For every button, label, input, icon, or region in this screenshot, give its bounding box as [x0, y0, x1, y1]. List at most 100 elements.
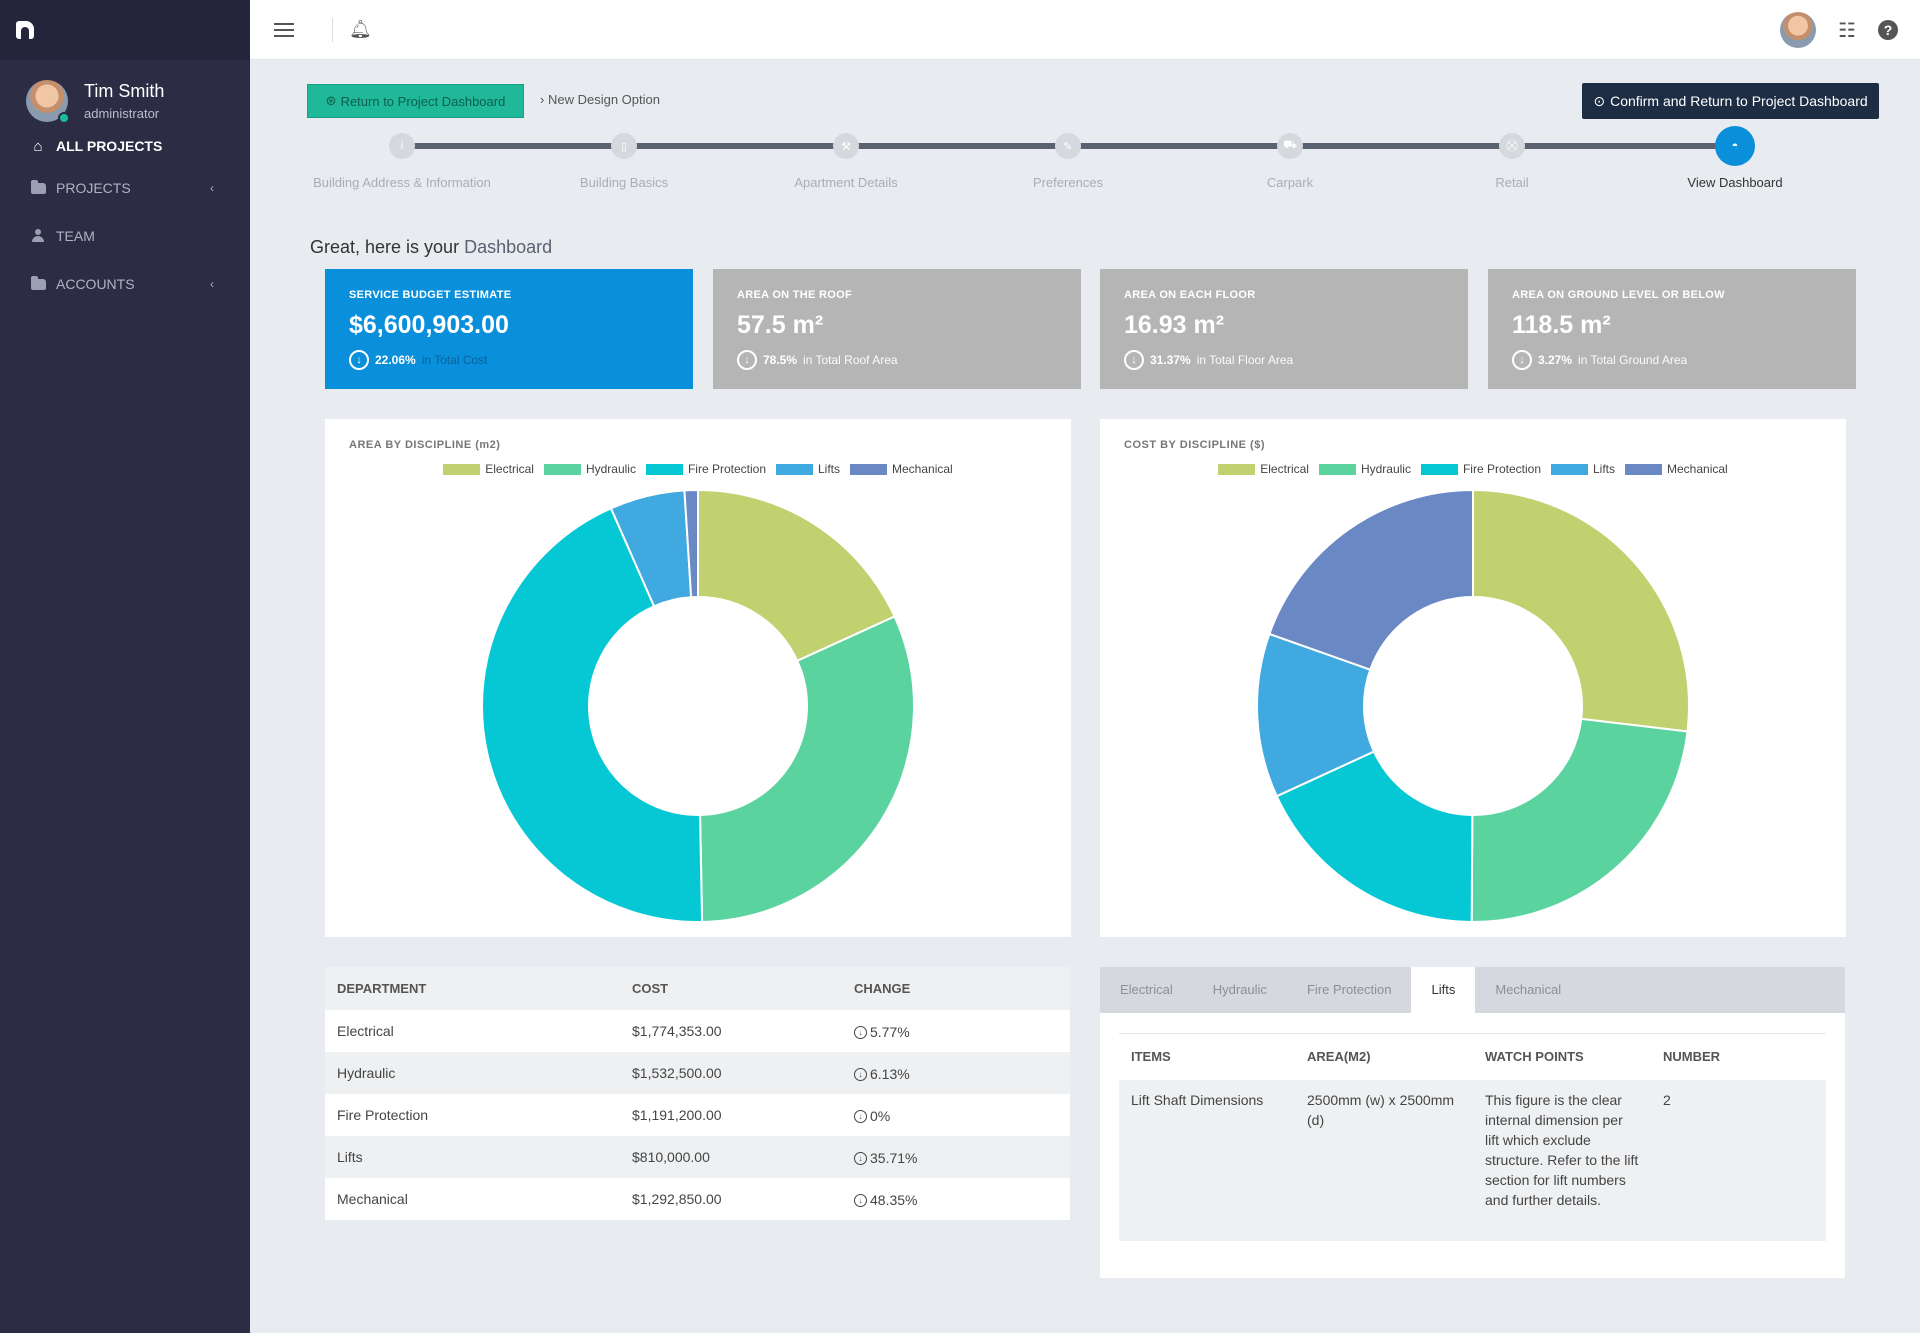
slice-mechanical[interactable]	[1268, 488, 1474, 671]
pencil-icon: ✎	[1055, 133, 1081, 159]
step-retail[interactable]: ⛒ Retail	[1382, 124, 1642, 190]
legend-item-mechanical[interactable]: Mechanical	[1625, 462, 1728, 476]
kpi-percent: 22.06%	[375, 353, 416, 367]
kpi-description: in Total Floor Area	[1196, 353, 1294, 367]
step-building-basics[interactable]: ▯ Building Basics	[494, 124, 754, 190]
kpi-ground-area: AREA ON GROUND LEVEL OR BELOW 118.5 m² ↓…	[1488, 269, 1856, 389]
legend-item-electrical[interactable]: Electrical	[443, 462, 534, 476]
help-icon[interactable]: ?	[1878, 20, 1898, 40]
chart-legend: Electrical Hydraulic Fire Protection Lifts M…	[325, 462, 1071, 476]
home-icon: ⌂	[33, 137, 43, 155]
breadcrumb: › New Design Option	[540, 92, 660, 107]
arrow-down-circle-icon: ↓	[854, 1193, 867, 1207]
slice-electrical[interactable]	[1472, 488, 1690, 733]
sidebar-item-label: TEAM	[56, 228, 95, 244]
sidebar-item-label: PROJECTS	[56, 180, 131, 196]
app-logo[interactable]	[0, 0, 250, 60]
slice-hydraulic[interactable]	[699, 615, 915, 923]
department-cell: Electrical	[325, 1010, 620, 1052]
info-icon: i	[389, 133, 415, 159]
table-row: Lift Shaft Dimensions 2500mm (w) x 2500m…	[1119, 1079, 1826, 1241]
chevron-left-icon: ‹	[210, 277, 214, 291]
cost-cell: $1,532,500.00	[620, 1052, 842, 1094]
slice-electrical[interactable]	[697, 488, 896, 663]
column-header-area: AREA(M2)	[1295, 1033, 1473, 1080]
menu-icon[interactable]	[274, 22, 294, 37]
legend-label: Hydraulic	[585, 462, 636, 476]
legend-item-electrical[interactable]: Electrical	[1218, 462, 1309, 476]
number-cell: 2	[1651, 1079, 1826, 1241]
kpi-label: SERVICE BUDGET ESTIMATE	[349, 289, 512, 301]
legend-swatch	[1551, 463, 1588, 475]
slice-fire-protection[interactable]	[481, 506, 704, 923]
chevron-right-icon: ›	[540, 92, 545, 107]
page-title-highlight: Dashboard	[464, 237, 553, 257]
change-cell: ↓ 48.35%	[842, 1178, 1070, 1220]
legend-swatch	[645, 463, 683, 475]
chart-legend: Electrical Hydraulic Fire Protection Lifts M…	[1100, 462, 1846, 476]
arrow-down-circle-icon: ↓	[854, 1025, 867, 1039]
legend-item-fire-protection[interactable]: Fire Protection	[1420, 462, 1541, 476]
sidebar-item-all-projects[interactable]: ⌂ ALL PROJECTS	[0, 128, 250, 164]
sidebar: Tim Smith administrator ⌂ ALL PROJECTS P…	[0, 0, 250, 1333]
legend-item-mechanical[interactable]: Mechanical	[850, 462, 953, 476]
cart-icon: ⛒	[1499, 133, 1525, 159]
arrow-down-circle-icon: ↓	[1124, 350, 1144, 370]
legend-item-lifts[interactable]: Lifts	[776, 462, 840, 476]
tab-electrical[interactable]: Electrical	[1120, 982, 1173, 997]
topbar: 🔔︎ ☷ ?	[250, 0, 1920, 60]
legend-item-lifts[interactable]: Lifts	[1551, 462, 1615, 476]
department-cell: Hydraulic	[325, 1052, 620, 1094]
return-button-label: Return to Project Dashboard	[340, 93, 506, 109]
confirm-button[interactable]: ⊙ Confirm and Return to Project Dashboar…	[1582, 83, 1879, 119]
legend-label: Mechanical	[892, 462, 953, 476]
sidebar-item-accounts[interactable]: ACCOUNTS ‹	[0, 260, 250, 308]
avatar[interactable]	[26, 80, 70, 124]
kpi-value: $6,600,903.00	[349, 311, 509, 339]
car-icon: ⛟	[1277, 133, 1303, 159]
change-cell: ↓ 5.77%	[842, 1010, 1070, 1052]
column-header-change: CHANGE	[842, 967, 1070, 1010]
kpi-percent: 31.37%	[1150, 353, 1191, 367]
slice-hydraulic[interactable]	[1470, 717, 1689, 923]
legend-item-hydraulic[interactable]: Hydraulic	[1318, 462, 1411, 476]
sidebar-item-projects[interactable]: PROJECTS ‹	[0, 164, 250, 212]
step-apartment-details[interactable]: ⚒ Apartment Details	[716, 124, 976, 190]
step-label: Carpark	[1266, 175, 1314, 190]
slice-fire-protection[interactable]	[1275, 750, 1474, 924]
online-status-icon	[58, 112, 70, 124]
legend-item-fire-protection[interactable]: Fire Protection	[645, 462, 766, 476]
step-building-address[interactable]: i Building Address & Information	[272, 124, 532, 190]
legend-swatch	[1218, 463, 1256, 475]
change-value: 6.13%	[870, 1066, 910, 1083]
legend-label: Electrical	[485, 462, 534, 476]
sidebar-item-team[interactable]: TEAM	[0, 212, 250, 260]
return-to-dashboard-button[interactable]: ⊛ Return to Project Dashboard	[307, 84, 524, 118]
sliders-icon[interactable]: ☷	[1838, 19, 1856, 42]
legend-swatch	[776, 463, 813, 475]
legend-item-hydraulic[interactable]: Hydraulic	[543, 462, 636, 476]
bell-icon[interactable]: 🔔︎	[349, 19, 372, 39]
column-header-number: NUMBER	[1651, 1033, 1826, 1080]
tab-hydraulic[interactable]: Hydraulic	[1212, 982, 1267, 997]
kpi-description: in Total Cost	[421, 353, 488, 367]
step-preferences[interactable]: ✎ Preferences	[938, 124, 1198, 190]
kpi-description: in Total Ground Area	[1578, 353, 1688, 367]
avatar[interactable]	[1780, 12, 1817, 48]
arrow-down-circle-icon: ↓	[854, 1109, 867, 1123]
step-carpark[interactable]: ⛟ Carpark	[1160, 124, 1420, 190]
tab-lifts[interactable]: Lifts	[1411, 967, 1476, 1013]
tab-fire-protection[interactable]: Fire Protection	[1306, 982, 1392, 997]
cost-cell: $1,774,353.00	[620, 1010, 842, 1052]
slice-mechanical[interactable]	[683, 488, 699, 599]
divider	[332, 17, 333, 42]
tab-mechanical[interactable]: Mechanical	[1495, 982, 1562, 997]
step-view-dashboard[interactable]: ◓ View Dashboard	[1605, 124, 1865, 190]
tab-bar: Electrical Hydraulic Fire Protection Lif…	[1100, 967, 1845, 1013]
arrow-down-circle-icon: ↓	[854, 1067, 867, 1081]
kpi-percent: 78.5%	[763, 353, 798, 367]
table-row: Electrical $1,774,353.00 ↓ 5.77%	[325, 1010, 1070, 1052]
table-header-row: DEPARTMENT COST CHANGE	[325, 967, 1070, 1010]
department-cost-table: DEPARTMENT COST CHANGE Electrical $1,774…	[325, 967, 1070, 1220]
watch-points-cell: This figure is the clear internal dimens…	[1473, 1079, 1651, 1241]
